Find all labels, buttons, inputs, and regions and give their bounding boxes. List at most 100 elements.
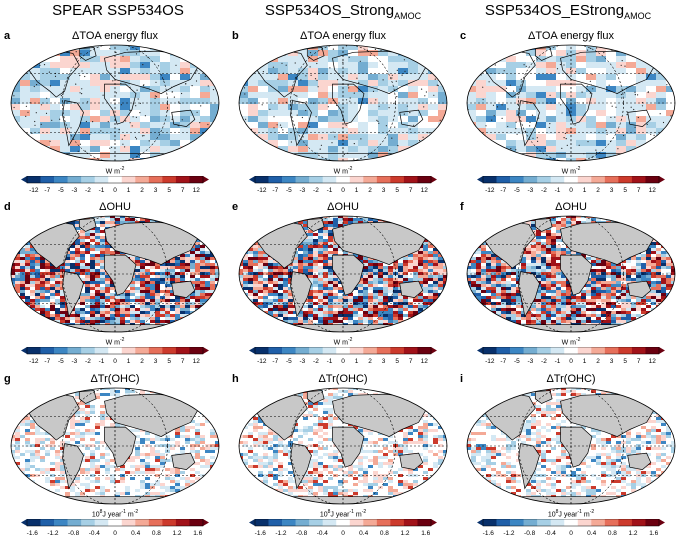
colorbar-swatch <box>108 519 122 526</box>
colorbar-tick-label: -2 <box>541 187 547 194</box>
colorbar-swatch <box>162 347 176 354</box>
colorbar-swatch <box>27 176 41 183</box>
colorbar-tick-label: -7 <box>44 187 50 194</box>
colorbar-unit: W m-2 <box>283 337 403 346</box>
colorbar-swatch <box>122 176 136 183</box>
map-panel-c <box>466 44 676 162</box>
colorbar-tick-label: -2 <box>85 358 91 365</box>
colorbar-tick-label: -5 <box>514 358 520 365</box>
colorbar-tick-label: -0.4 <box>89 530 101 537</box>
colorbar-swatch <box>483 176 497 183</box>
colorbar-tick-label: -7 <box>500 358 506 365</box>
panel-letter-e: e <box>232 201 238 213</box>
colorbar-tick-label: -7 <box>272 358 278 365</box>
column-title-1: SPEAR SSP534OS <box>8 2 228 19</box>
colorbar-tick-label: -3 <box>527 358 533 365</box>
colorbar-swatch <box>108 176 122 183</box>
colorbar-tick-label: 0 <box>569 530 573 537</box>
colorbar-tick-label: 1.2 <box>173 530 182 537</box>
colorbar-swatch <box>537 347 551 354</box>
colorbar-unit: W m-2 <box>283 166 403 175</box>
colorbar-tick-label: 3 <box>610 358 614 365</box>
colorbar-unit: W m-2 <box>511 166 631 175</box>
colorbar-tick-label: 12 <box>421 358 429 365</box>
colorbar-tick-label: 1.2 <box>629 530 638 537</box>
colorbar-swatch <box>483 519 497 526</box>
colorbar-swatch <box>282 347 296 354</box>
colorbar-tick-label: 0 <box>113 358 117 365</box>
colorbar-tick-label: -3 <box>71 187 77 194</box>
colorbar-tick-label: 0 <box>569 187 573 194</box>
colorbar-tick-label: -5 <box>286 187 292 194</box>
colorbar-swatch <box>551 176 565 183</box>
colorbar-tick-label: -0.4 <box>545 530 557 537</box>
panel-title: ΔTOA energy flux <box>243 30 443 42</box>
colorbar-swatch <box>162 519 176 526</box>
colorbar-swatch <box>618 176 632 183</box>
colorbar-tick-label: -5 <box>286 358 292 365</box>
colorbar-swatch <box>605 176 619 183</box>
panel-letter-g: g <box>4 373 11 385</box>
panel-title: ΔTOA energy flux <box>15 30 215 42</box>
colorbar-swatch <box>591 347 605 354</box>
colorbar-tick-label: -12 <box>485 358 495 365</box>
colorbar-tick-label: -7 <box>500 187 506 194</box>
colorbar-tick-label: 1.2 <box>401 530 410 537</box>
colorbar-swatch <box>282 176 296 183</box>
colorbar-tick-label: 5 <box>623 187 627 194</box>
colorbar-swatch <box>551 347 565 354</box>
colorbar-swatch <box>578 519 592 526</box>
colorbar-tick-label: 0.8 <box>380 530 389 537</box>
colorbar-tick-label: 12 <box>649 187 657 194</box>
colorbar-swatch <box>645 347 659 354</box>
colorbar-tick-label: -5 <box>58 187 64 194</box>
colorbar-tick-label: 1 <box>583 358 587 365</box>
colorbar-tick-label: 0 <box>341 530 345 537</box>
colorbar-unit: W m-2 <box>55 337 175 346</box>
panel-letter-i: i <box>460 373 463 385</box>
colorbar-tick-label: -1 <box>555 358 561 365</box>
colorbar-swatch <box>483 347 497 354</box>
map-panel-f <box>466 215 676 333</box>
colorbar-swatch <box>645 176 659 183</box>
panel-letter-f: f <box>460 201 464 213</box>
colorbar-swatch <box>323 347 337 354</box>
colorbar-swatch <box>296 347 310 354</box>
colorbar-swatch <box>350 176 364 183</box>
colorbar-tick-label: 0 <box>113 530 117 537</box>
colorbar-tick-label: 12 <box>193 358 201 365</box>
colorbar-swatch <box>497 176 511 183</box>
colorbar-tick-label: -2 <box>313 358 319 365</box>
panel-title: ΔTr(OHC) <box>15 373 215 385</box>
colorbar-swatch <box>350 347 364 354</box>
colorbar-swatch <box>296 519 310 526</box>
colorbar-tick-label: 2 <box>368 358 372 365</box>
colorbar-tick-label: 12 <box>193 187 201 194</box>
colorbar-tick-label: 2 <box>140 187 144 194</box>
colorbar-swatch <box>363 176 377 183</box>
colorbar-swatch <box>336 347 350 354</box>
colorbar-swatch <box>149 176 163 183</box>
colorbar-swatch <box>618 347 632 354</box>
colorbar-swatch <box>564 347 578 354</box>
colorbar-tick-label: -1 <box>327 187 333 194</box>
colorbar-tick-label: 0 <box>569 358 573 365</box>
colorbar-swatch <box>377 176 391 183</box>
colorbar-swatch <box>27 347 41 354</box>
colorbar-swatch <box>417 347 431 354</box>
colorbar-tick-label: 5 <box>167 187 171 194</box>
colorbar-swatch <box>27 519 41 526</box>
panel-letter-d: d <box>4 201 11 213</box>
panel-letter-b: b <box>232 30 239 42</box>
map-panel-b <box>238 44 448 162</box>
colorbar-tick-label: 5 <box>623 358 627 365</box>
colorbar-swatch <box>404 519 418 526</box>
colorbar-swatch <box>417 519 431 526</box>
